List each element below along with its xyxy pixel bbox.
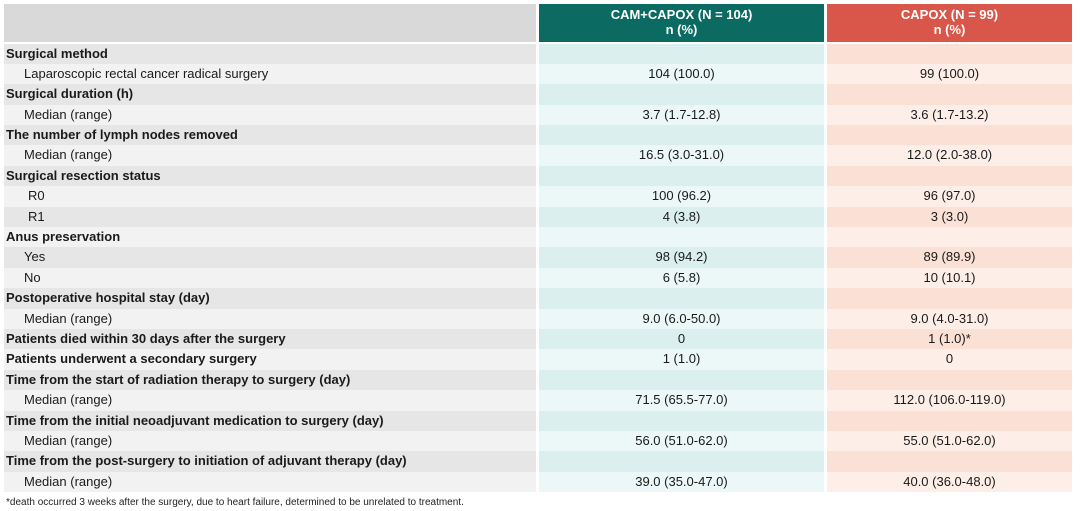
row-label: Time from the post-surgery to initiation… <box>4 451 536 472</box>
row-label: Laparoscopic rectal cancer radical surge… <box>4 63 536 85</box>
row-label: Median (range) <box>4 471 536 493</box>
capox-value <box>827 227 1072 248</box>
capox-value <box>827 125 1072 146</box>
table-row: Median (range) 9.0 (6.0-50.0) 9.0 (4.0-31.… <box>4 308 1072 329</box>
table-row: Time from the initial neoadjuvant medica… <box>4 410 1072 431</box>
cam-capox-value: 4 (3.8) <box>539 206 824 228</box>
row-label: Median (range) <box>4 390 536 411</box>
capox-value: 96 (97.0) <box>827 186 1072 207</box>
table-row: Surgical duration (h) <box>4 84 1072 105</box>
capox-value: 0 <box>827 349 1072 370</box>
capox-value <box>827 369 1072 391</box>
header-capox-unit: n (%) <box>933 22 966 37</box>
cam-capox-value: 100 (96.2) <box>539 186 824 207</box>
capox-value <box>827 410 1072 431</box>
table-row: The number of lymph nodes removed <box>4 125 1072 146</box>
table-row: Patients died within 30 days after the s… <box>4 328 1072 350</box>
cam-capox-value <box>539 165 824 187</box>
table-row: Median (range) 71.5 (65.5-77.0) 112.0 (106… <box>4 390 1072 411</box>
capox-value <box>827 84 1072 105</box>
capox-value: 40.0 (36.0-48.0) <box>827 471 1072 493</box>
capox-value: 55.0 (51.0-62.0) <box>827 430 1072 452</box>
capox-value: 99 (100.0) <box>827 63 1072 85</box>
table-row: Median (range) 56.0 (51.0-62.0) 55.0 (51.0… <box>4 430 1072 452</box>
table-row: Time from the post-surgery to initiation… <box>4 451 1072 472</box>
cam-capox-value <box>539 410 824 431</box>
table-row: Median (range) 39.0 (35.0-47.0) 40.0 (36.0… <box>4 471 1072 493</box>
cam-capox-value <box>539 288 824 309</box>
cam-capox-value <box>539 451 824 472</box>
header-cam-capox-title: CAM+CAPOX (N = 104) <box>610 7 753 22</box>
table-row: Surgical method <box>4 43 1072 64</box>
header-capox-title: CAPOX (N = 99) <box>900 7 999 22</box>
table-row: No 6 (5.8) 10 (10.1) <box>4 267 1072 289</box>
table-row: R0 100 (96.2) 96 (97.0) <box>4 186 1072 207</box>
row-label: Yes <box>4 247 536 268</box>
capox-value: 112.0 (106.0-119.0) <box>827 390 1072 411</box>
row-label: Time from the start of radiation therapy… <box>4 369 536 391</box>
capox-value: 1 (1.0)* <box>827 328 1072 350</box>
header-cam-capox-unit: n (%) <box>665 22 698 37</box>
cam-capox-value: 98 (94.2) <box>539 247 824 268</box>
cam-capox-value <box>539 227 824 248</box>
cam-capox-value: 104 (100.0) <box>539 63 824 85</box>
row-label: Time from the initial neoadjuvant medica… <box>4 410 536 431</box>
cam-capox-value: 16.5 (3.0-31.0) <box>539 145 824 166</box>
capox-value: 3.6 (1.7-13.2) <box>827 104 1072 126</box>
table-row: Laparoscopic rectal cancer radical surge… <box>4 63 1072 85</box>
cam-capox-value <box>539 369 824 391</box>
footnote: *death occurred 3 weeks after the surger… <box>6 497 464 508</box>
row-label: Median (range) <box>4 145 536 166</box>
table-row: Yes 98 (94.2) 89 (89.9) <box>4 247 1072 268</box>
row-label: Postoperative hospital stay (day) <box>4 288 536 309</box>
capox-value: 89 (89.9) <box>827 247 1072 268</box>
row-label: The number of lymph nodes removed <box>4 125 536 146</box>
capox-value <box>827 165 1072 187</box>
row-label: Anus preservation <box>4 227 536 248</box>
row-label: Median (range) <box>4 430 536 452</box>
row-label: R1 <box>4 206 536 228</box>
capox-value: 3 (3.0) <box>827 206 1072 228</box>
header-capox: CAPOX (N = 99) n (%) <box>827 4 1072 42</box>
table-row: R1 4 (3.8) 3 (3.0) <box>4 206 1072 228</box>
row-label: Surgical resection status <box>4 165 536 187</box>
surgical-outcomes-table: CAM+CAPOX (N = 104) n (%) CAPOX (N = 99)… <box>4 4 1072 493</box>
table-row: Anus preservation <box>4 227 1072 248</box>
table-row: Patients underwent a secondary surgery 1 … <box>4 349 1072 370</box>
cam-capox-value <box>539 43 824 64</box>
capox-value <box>827 43 1072 64</box>
row-label: R0 <box>4 186 536 207</box>
row-label: Median (range) <box>4 104 536 126</box>
cam-capox-value: 39.0 (35.0-47.0) <box>539 471 824 493</box>
cam-capox-value <box>539 125 824 146</box>
row-label: Surgical duration (h) <box>4 84 536 105</box>
table-row: Postoperative hospital stay (day) <box>4 288 1072 309</box>
row-label: Median (range) <box>4 308 536 329</box>
cam-capox-value: 56.0 (51.0-62.0) <box>539 430 824 452</box>
capox-value: 9.0 (4.0-31.0) <box>827 308 1072 329</box>
capox-value: 10 (10.1) <box>827 267 1072 289</box>
cam-capox-value: 1 (1.0) <box>539 349 824 370</box>
cam-capox-value: 3.7 (1.7-12.8) <box>539 104 824 126</box>
header-cam-capox: CAM+CAPOX (N = 104) n (%) <box>539 4 824 42</box>
row-label: Patients died within 30 days after the s… <box>4 328 536 350</box>
cam-capox-value: 6 (5.8) <box>539 267 824 289</box>
capox-value <box>827 288 1072 309</box>
row-label: Patients underwent a secondary surgery <box>4 349 536 370</box>
table-row: Median (range) 16.5 (3.0-31.0) 12.0 (2.0-3… <box>4 145 1072 166</box>
table-row: Median (range) 3.7 (1.7-12.8) 3.6 (1.7-13.… <box>4 104 1072 126</box>
table-header: CAM+CAPOX (N = 104) n (%) CAPOX (N = 99)… <box>4 4 1072 42</box>
cam-capox-value: 71.5 (65.5-77.0) <box>539 390 824 411</box>
cam-capox-value: 0 <box>539 328 824 350</box>
cam-capox-value: 9.0 (6.0-50.0) <box>539 308 824 329</box>
table-row: Surgical resection status <box>4 165 1072 187</box>
header-blank-cell <box>4 4 536 42</box>
row-label: Surgical method <box>4 43 536 64</box>
cam-capox-value <box>539 84 824 105</box>
row-label: No <box>4 267 536 289</box>
capox-value: 12.0 (2.0-38.0) <box>827 145 1072 166</box>
table-row: Time from the start of radiation therapy… <box>4 369 1072 391</box>
capox-value <box>827 451 1072 472</box>
